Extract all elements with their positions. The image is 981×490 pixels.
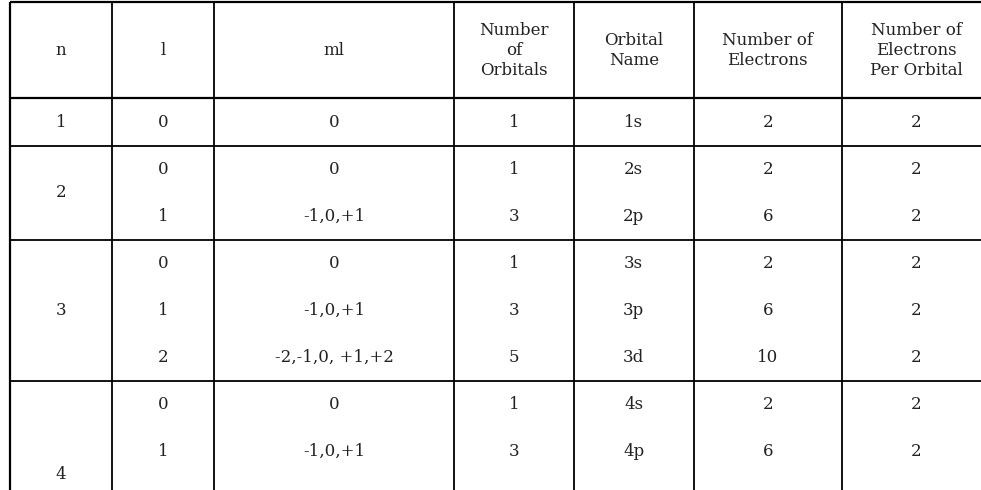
Text: 3: 3 xyxy=(509,208,519,224)
Text: 0: 0 xyxy=(329,161,339,177)
Text: l: l xyxy=(160,42,166,59)
Text: 5: 5 xyxy=(509,349,519,366)
Text: 2: 2 xyxy=(911,396,921,413)
Text: 0: 0 xyxy=(158,114,168,130)
Text: 1: 1 xyxy=(158,443,168,460)
Text: 4: 4 xyxy=(56,466,66,483)
Text: Orbital
Name: Orbital Name xyxy=(604,32,663,69)
Text: 2: 2 xyxy=(911,255,921,271)
Text: 1: 1 xyxy=(509,255,519,271)
Text: -2,-1,0, +1,+2: -2,-1,0, +1,+2 xyxy=(275,349,393,366)
Text: 1: 1 xyxy=(509,396,519,413)
Text: 1: 1 xyxy=(509,114,519,130)
Text: 6: 6 xyxy=(762,302,773,318)
Text: 6: 6 xyxy=(762,443,773,460)
Text: 4s: 4s xyxy=(624,396,644,413)
Text: 2: 2 xyxy=(911,443,921,460)
Text: 2: 2 xyxy=(762,255,773,271)
Text: -1,0,+1: -1,0,+1 xyxy=(303,443,365,460)
Text: 1: 1 xyxy=(158,208,168,224)
Text: n: n xyxy=(56,42,66,59)
Text: 3p: 3p xyxy=(623,302,645,318)
Text: 2: 2 xyxy=(911,302,921,318)
Text: ml: ml xyxy=(324,42,344,59)
Text: Number of
Electrons
Per Orbital: Number of Electrons Per Orbital xyxy=(870,23,962,78)
Text: 0: 0 xyxy=(158,161,168,177)
Text: -1,0,+1: -1,0,+1 xyxy=(303,208,365,224)
Text: 2: 2 xyxy=(911,208,921,224)
Text: 2: 2 xyxy=(911,349,921,366)
Text: 1: 1 xyxy=(56,114,66,130)
Text: 0: 0 xyxy=(329,114,339,130)
Text: 2s: 2s xyxy=(624,161,644,177)
Text: Number
of
Orbitals: Number of Orbitals xyxy=(480,23,548,78)
Text: 0: 0 xyxy=(158,396,168,413)
Text: 2p: 2p xyxy=(623,208,645,224)
Text: 3s: 3s xyxy=(624,255,644,271)
Text: 3: 3 xyxy=(509,443,519,460)
Text: 2: 2 xyxy=(911,114,921,130)
Text: 4p: 4p xyxy=(623,443,645,460)
Text: 3d: 3d xyxy=(623,349,645,366)
Text: 2: 2 xyxy=(56,184,66,201)
Text: 0: 0 xyxy=(158,255,168,271)
Text: 1: 1 xyxy=(158,302,168,318)
Text: 6: 6 xyxy=(762,208,773,224)
Text: 2: 2 xyxy=(762,114,773,130)
Text: 2: 2 xyxy=(762,396,773,413)
Text: 0: 0 xyxy=(329,396,339,413)
Text: 3: 3 xyxy=(509,302,519,318)
Text: -1,0,+1: -1,0,+1 xyxy=(303,302,365,318)
Text: 10: 10 xyxy=(757,349,778,366)
Text: 1s: 1s xyxy=(624,114,644,130)
Text: Number of
Electrons: Number of Electrons xyxy=(722,32,813,69)
Text: 2: 2 xyxy=(762,161,773,177)
Text: 1: 1 xyxy=(509,161,519,177)
Text: 0: 0 xyxy=(329,255,339,271)
Text: 2: 2 xyxy=(158,349,168,366)
Text: 3: 3 xyxy=(56,302,66,318)
Text: 2: 2 xyxy=(911,161,921,177)
